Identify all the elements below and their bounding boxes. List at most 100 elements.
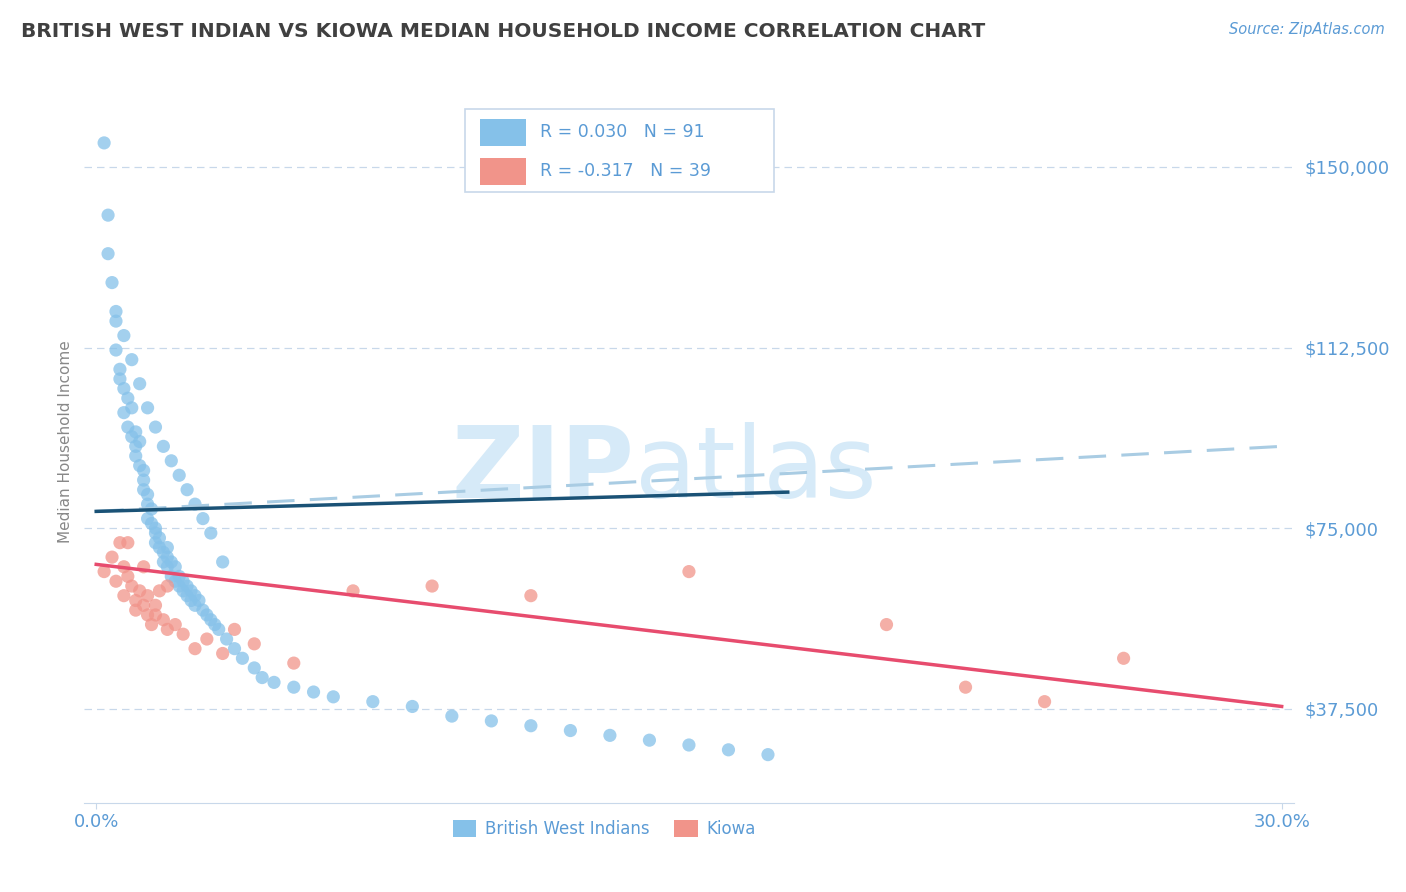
Point bbox=[104, 314, 127, 328]
Point bbox=[599, 728, 621, 742]
Y-axis label: Median Household Income: Median Household Income bbox=[58, 340, 73, 543]
Point bbox=[128, 458, 150, 473]
Point bbox=[756, 747, 779, 762]
Point bbox=[195, 632, 218, 646]
Point bbox=[176, 483, 198, 497]
Point bbox=[678, 738, 700, 752]
Point bbox=[184, 599, 207, 613]
Point bbox=[165, 559, 187, 574]
Point bbox=[180, 593, 202, 607]
Point bbox=[520, 589, 543, 603]
Point bbox=[1112, 651, 1135, 665]
Point bbox=[876, 617, 898, 632]
Point bbox=[520, 719, 543, 733]
Point bbox=[322, 690, 344, 704]
Point bbox=[167, 569, 190, 583]
Point bbox=[302, 685, 325, 699]
Point bbox=[108, 535, 131, 549]
Point bbox=[160, 454, 183, 468]
Point bbox=[250, 671, 273, 685]
Point bbox=[263, 675, 285, 690]
Point bbox=[152, 555, 174, 569]
Point bbox=[145, 599, 167, 613]
Point bbox=[132, 559, 155, 574]
Point bbox=[283, 656, 305, 670]
FancyBboxPatch shape bbox=[479, 119, 526, 146]
Point bbox=[121, 401, 143, 415]
Point bbox=[117, 391, 139, 405]
Point bbox=[420, 579, 443, 593]
Point bbox=[191, 603, 214, 617]
Text: BRITISH WEST INDIAN VS KIOWA MEDIAN HOUSEHOLD INCOME CORRELATION CHART: BRITISH WEST INDIAN VS KIOWA MEDIAN HOUS… bbox=[21, 22, 986, 41]
Point bbox=[132, 483, 155, 497]
Point bbox=[121, 579, 143, 593]
Point bbox=[128, 583, 150, 598]
Point bbox=[132, 599, 155, 613]
Point bbox=[156, 579, 179, 593]
Point bbox=[145, 535, 167, 549]
Point bbox=[167, 579, 190, 593]
Point bbox=[200, 613, 222, 627]
Point bbox=[224, 641, 246, 656]
Point bbox=[148, 583, 170, 598]
Point bbox=[156, 623, 179, 637]
Point bbox=[184, 589, 207, 603]
FancyBboxPatch shape bbox=[479, 158, 526, 186]
Point bbox=[121, 430, 143, 444]
Point bbox=[136, 487, 159, 501]
Point bbox=[141, 502, 163, 516]
Point bbox=[215, 632, 238, 646]
Point bbox=[125, 425, 148, 439]
Point bbox=[401, 699, 423, 714]
Point bbox=[243, 661, 266, 675]
Point bbox=[361, 695, 384, 709]
Point bbox=[104, 304, 127, 318]
Point bbox=[112, 406, 135, 420]
Point bbox=[191, 511, 214, 525]
Point bbox=[145, 526, 167, 541]
Point bbox=[165, 617, 187, 632]
Point bbox=[136, 511, 159, 525]
Point bbox=[108, 362, 131, 376]
Point bbox=[167, 468, 190, 483]
Point bbox=[172, 627, 194, 641]
Point bbox=[152, 613, 174, 627]
Point bbox=[172, 574, 194, 589]
Point bbox=[176, 579, 198, 593]
Point bbox=[176, 589, 198, 603]
Point bbox=[200, 526, 222, 541]
Text: ZIP: ZIP bbox=[451, 422, 634, 519]
Point bbox=[152, 439, 174, 453]
Point bbox=[128, 434, 150, 449]
Point bbox=[678, 565, 700, 579]
Point bbox=[638, 733, 661, 747]
Point bbox=[148, 541, 170, 555]
Point bbox=[97, 208, 120, 222]
Point bbox=[342, 583, 364, 598]
Point bbox=[104, 343, 127, 357]
Legend: British West Indians, Kiowa: British West Indians, Kiowa bbox=[447, 814, 762, 845]
Text: R = 0.030   N = 91: R = 0.030 N = 91 bbox=[540, 123, 704, 142]
Point bbox=[141, 516, 163, 531]
Point bbox=[101, 550, 124, 565]
Point bbox=[156, 541, 179, 555]
Point bbox=[125, 439, 148, 453]
Point bbox=[117, 569, 139, 583]
Point bbox=[184, 641, 207, 656]
Point bbox=[224, 623, 246, 637]
Point bbox=[165, 574, 187, 589]
Point bbox=[560, 723, 582, 738]
Point bbox=[117, 420, 139, 434]
Point bbox=[136, 401, 159, 415]
Point bbox=[136, 497, 159, 511]
Point bbox=[128, 376, 150, 391]
Point bbox=[132, 463, 155, 477]
Point bbox=[125, 593, 148, 607]
Point bbox=[156, 559, 179, 574]
Point bbox=[136, 589, 159, 603]
Point bbox=[717, 743, 740, 757]
Point bbox=[93, 565, 115, 579]
Point bbox=[160, 555, 183, 569]
Point bbox=[955, 680, 977, 694]
Point bbox=[172, 583, 194, 598]
